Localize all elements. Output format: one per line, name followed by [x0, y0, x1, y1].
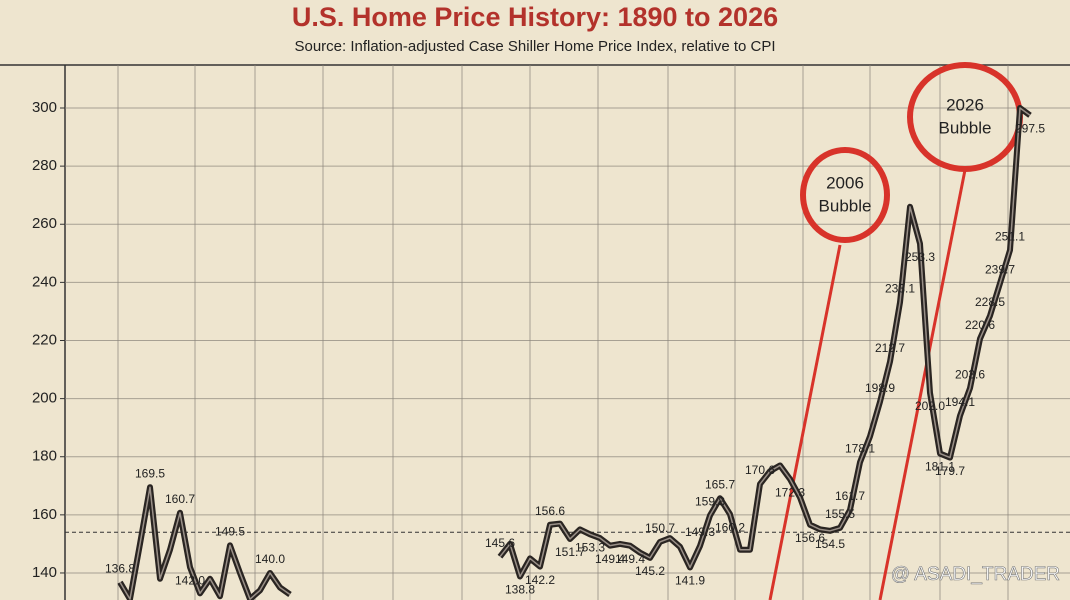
- value-label: 149.4: [595, 552, 625, 566]
- y-tick-label: 160: [32, 506, 57, 523]
- annotation-text: 2026: [946, 95, 984, 114]
- value-label: 170.6: [745, 463, 775, 477]
- value-label: 297.5: [1015, 121, 1045, 135]
- annotation-circle: [907, 62, 1023, 172]
- value-label: 181.1: [925, 460, 955, 474]
- grid: [60, 65, 1070, 600]
- series-line: [119, 107, 1031, 600]
- value-label: 220.6: [965, 318, 995, 332]
- chart-title: U.S. Home Price History: 1890 to 2026: [292, 2, 778, 32]
- value-label: 194.1: [945, 395, 975, 409]
- value-label: 159.8: [695, 495, 725, 509]
- value-label: 153.3: [575, 540, 605, 554]
- y-tick-label: 300: [32, 99, 57, 116]
- value-label: 251.1: [995, 229, 1025, 243]
- value-label: 142.0: [175, 573, 205, 587]
- value-label: 155.5: [825, 507, 855, 521]
- value-label: 150.7: [645, 521, 675, 535]
- value-label: 212.7: [875, 341, 905, 355]
- y-tick-label: 260: [32, 215, 57, 232]
- value-label: 203.6: [955, 367, 985, 381]
- value-label: 179.7: [935, 464, 965, 478]
- value-label: 160.7: [165, 492, 195, 506]
- value-label: 141.9: [675, 574, 705, 588]
- value-label: 161.7: [835, 489, 865, 503]
- value-label: 142.2: [525, 573, 555, 587]
- value-label: 149.5: [215, 525, 245, 539]
- chart-subtitle: Source: Inflation-adjusted Case Shiller …: [294, 38, 775, 55]
- value-label: 145.2: [635, 564, 665, 578]
- value-label: 149.3: [685, 525, 715, 539]
- value-label: 233.1: [885, 282, 915, 296]
- value-label: 198.9: [865, 381, 895, 395]
- y-tick-label: 180: [32, 448, 57, 465]
- value-label: 178.1: [845, 441, 875, 455]
- annotation-text: 2006: [826, 173, 864, 192]
- value-label: 160.2: [715, 520, 745, 534]
- value-label: 228.5: [975, 295, 1005, 309]
- value-label: 202.0: [915, 399, 945, 413]
- value-label: 156.6: [535, 504, 565, 518]
- value-label: 239.7: [985, 262, 1015, 276]
- value-label: 140.0: [255, 552, 285, 566]
- value-label: 149.4: [615, 552, 645, 566]
- value-label: 169.5: [135, 466, 165, 480]
- y-tick-label: 220: [32, 331, 57, 348]
- value-label: 156.6: [795, 531, 825, 545]
- value-label: 136.8: [105, 561, 135, 575]
- plot: 136.8169.5160.7142.0149.5140.0132.6145.6…: [105, 105, 1045, 600]
- value-label: 145.6: [485, 536, 515, 550]
- annotation-text: Bubble: [939, 118, 992, 137]
- value-label: 151.7: [555, 545, 585, 559]
- y-tick-label: 140: [32, 564, 57, 581]
- y-tick-label: 280: [32, 157, 57, 174]
- annotation-pointer: [878, 169, 967, 600]
- y-tick-label: 240: [32, 273, 57, 290]
- watermark: @ ASADI_TRADER: [891, 564, 1060, 585]
- annotation-circle: [800, 147, 890, 243]
- value-label: 165.7: [705, 477, 735, 491]
- annotation-pointer: [768, 244, 842, 600]
- annotation-text: Bubble: [819, 196, 872, 215]
- value-label: 172.3: [775, 485, 805, 499]
- value-label: 253.3: [905, 250, 935, 264]
- value-label: 154.5: [815, 537, 845, 551]
- y-tick-label: 200: [32, 390, 57, 407]
- value-label: 138.8: [505, 583, 535, 597]
